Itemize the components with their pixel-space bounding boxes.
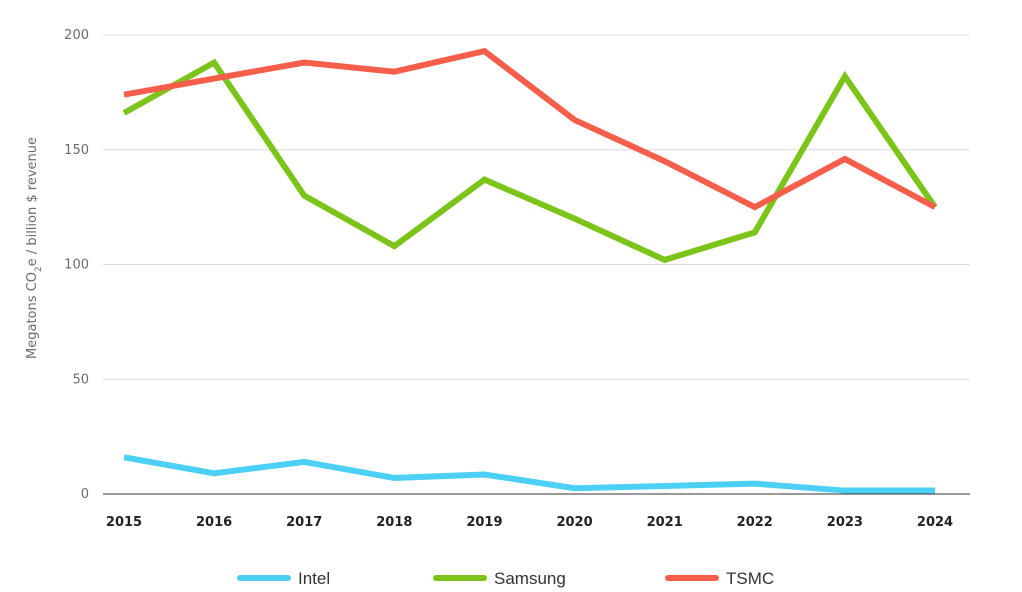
y-tick-label-150: 150 (64, 143, 89, 158)
x-tick-label-2017: 2017 (286, 515, 322, 530)
y-tick-label-50: 50 (72, 372, 89, 387)
gridlines (103, 34, 970, 380)
x-tick-label-2019: 2019 (466, 515, 502, 530)
x-tick-label-2022: 2022 (737, 515, 773, 530)
y-tick-label-200: 200 (64, 28, 89, 43)
x-tick-label-2020: 2020 (556, 515, 592, 530)
legend: Intel Samsung TSMC (237, 569, 774, 588)
x-tick-label-2023: 2023 (827, 515, 863, 530)
legend-label-tsmc: TSMC (726, 569, 774, 588)
x-tick-label-2018: 2018 (376, 515, 412, 530)
series-line-intel (123, 454, 935, 494)
y-axis-label: Megatons CO2e / billion $ revenue (25, 137, 44, 359)
x-tick-label-2024: 2024 (917, 515, 953, 530)
x-tick-label-2016: 2016 (196, 515, 232, 530)
legend-label-samsung: Samsung (494, 569, 566, 588)
x-axis-ticks: 2015 2016 2017 2018 2019 2020 2021 2022 2023 2024 (106, 515, 953, 530)
series-lines (122, 47, 938, 494)
x-tick-label-2021: 2021 (647, 515, 683, 530)
legend-label-intel: Intel (298, 569, 330, 588)
y-axis-ticks: 0 50 100 150 200 (64, 28, 89, 502)
series-line-tsmc (123, 47, 937, 211)
y-tick-label-100: 100 (64, 258, 89, 273)
x-tick-label-2015: 2015 (106, 515, 142, 530)
y-tick-label-0: 0 (81, 487, 89, 502)
series-line-samsung (122, 58, 938, 264)
